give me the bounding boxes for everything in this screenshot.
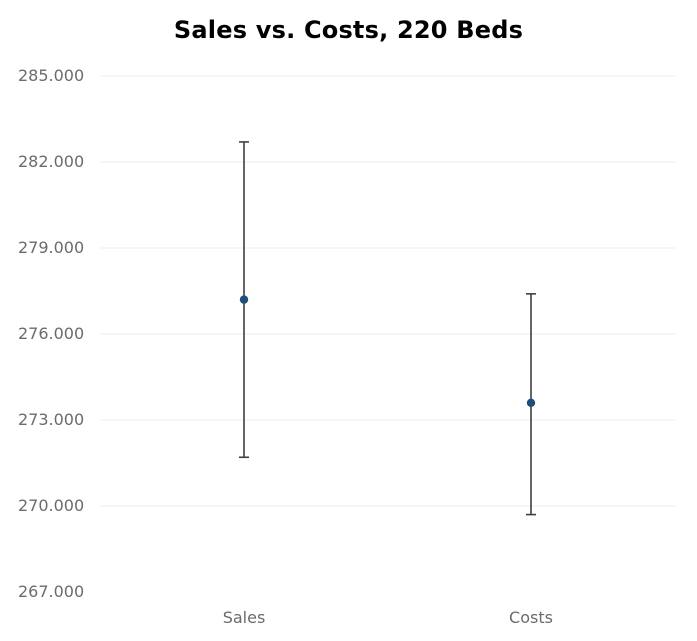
- y-tick-label: 267.000: [18, 582, 84, 601]
- x-category-label: Costs: [509, 608, 553, 627]
- y-tick-label: 273.000: [18, 410, 84, 429]
- y-tick-label: 270.000: [18, 496, 84, 515]
- mean-point-costs: [526, 398, 536, 407]
- y-tick-label: 285.000: [18, 66, 84, 85]
- y-tick-label: 276.000: [18, 324, 84, 343]
- y-tick-label: 282.000: [18, 152, 84, 171]
- mean-point-sales: [239, 295, 249, 304]
- x-category-label: Sales: [223, 608, 266, 627]
- chart-title: Sales vs. Costs, 220 Beds: [173, 16, 524, 44]
- y-tick-label: 279.000: [18, 238, 84, 257]
